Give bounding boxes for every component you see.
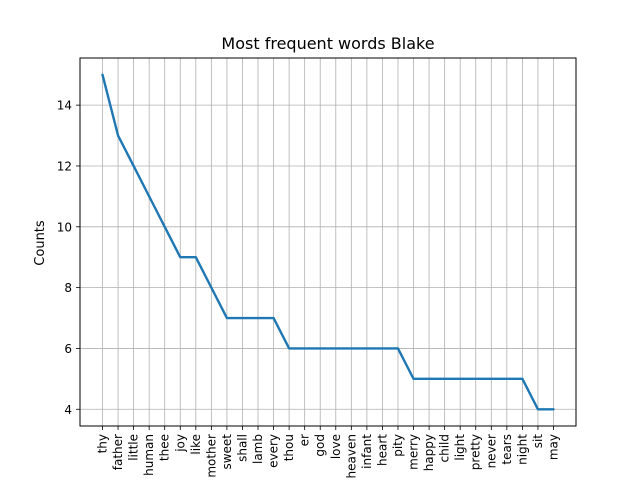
chart-title: Most frequent words Blake xyxy=(221,34,434,53)
y-axis-label: Counts xyxy=(33,220,48,266)
x-tick-label: heart xyxy=(375,434,389,466)
x-tick-label: mother xyxy=(204,434,218,478)
x-tick-label: thee xyxy=(158,434,172,461)
x-tick-label: child xyxy=(438,434,452,463)
x-tick-label: every xyxy=(267,434,281,468)
x-tick-label: er xyxy=(298,434,312,446)
y-tick-label: 4 xyxy=(64,403,72,417)
x-tick-label: thy xyxy=(96,434,110,453)
x-tick-label: infant xyxy=(360,434,374,469)
x-tick-label: father xyxy=(111,434,125,470)
x-tick-label: night xyxy=(515,434,529,465)
x-tick-label: little xyxy=(127,434,141,461)
y-tick-label: 10 xyxy=(57,220,72,234)
x-tick-label: pity xyxy=(391,434,405,457)
y-tick-label: 14 xyxy=(57,99,72,113)
x-tick-label: may xyxy=(547,434,561,460)
x-tick-label: heaven xyxy=(344,434,358,478)
x-tick-label: love xyxy=(329,434,343,459)
x-tick-label: like xyxy=(189,434,203,455)
x-tick-label: human xyxy=(142,434,156,476)
x-tick-label: tears xyxy=(500,434,514,465)
x-tick-label: god xyxy=(313,434,327,457)
x-tick-label: never xyxy=(484,434,498,468)
x-tick-label: merry xyxy=(407,434,421,470)
x-tick-label: lamb xyxy=(251,434,265,464)
y-tick-label: 8 xyxy=(64,281,72,295)
x-tick-label: joy xyxy=(173,434,187,453)
x-tick-label: light xyxy=(453,434,467,461)
x-tick-label: sit xyxy=(531,434,545,449)
x-tick-label: pretty xyxy=(469,434,483,470)
x-tick-label: sweet xyxy=(220,434,234,470)
x-tick-label: thou xyxy=(282,434,296,461)
x-tick-label: shall xyxy=(235,434,249,462)
y-tick-label: 12 xyxy=(57,159,72,173)
y-tick-label: 6 xyxy=(64,342,72,356)
x-tick-label: happy xyxy=(422,434,436,471)
